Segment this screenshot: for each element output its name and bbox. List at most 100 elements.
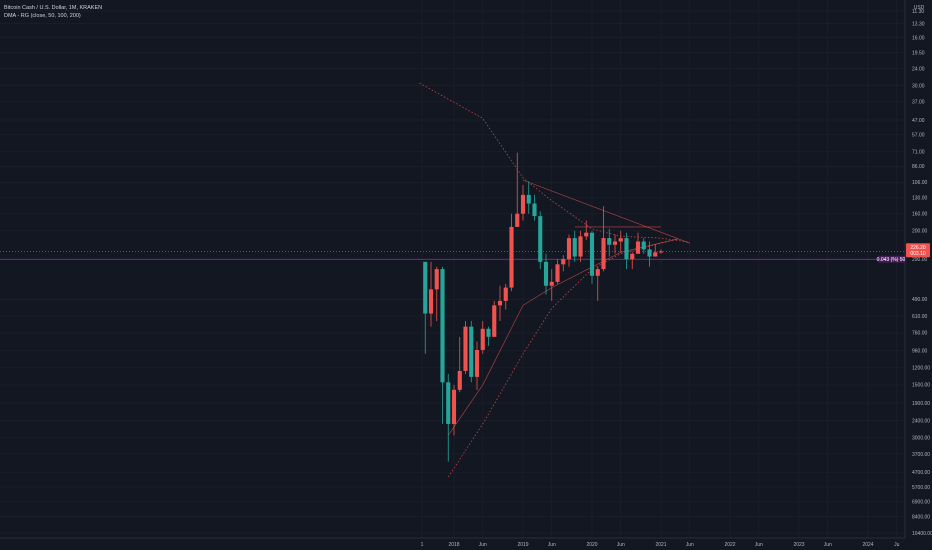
time-tick-label: Jun bbox=[755, 542, 763, 548]
price-tick-label: 760.00 bbox=[912, 331, 928, 337]
price-tick-label: 3000.00 bbox=[912, 436, 930, 442]
time-tick-label: 2024 bbox=[862, 542, 873, 548]
time-tick-label: Jun bbox=[617, 542, 625, 548]
price-tick-label: 47.00 bbox=[912, 118, 925, 124]
candle-body bbox=[474, 349, 480, 377]
trendline-upper-wedge bbox=[522, 179, 690, 244]
candle-body bbox=[480, 328, 485, 350]
price-tick-label: 71.00 bbox=[912, 149, 925, 155]
candle-body bbox=[572, 238, 577, 257]
candle-body bbox=[624, 238, 629, 260]
candle-body bbox=[653, 252, 658, 257]
candle-body bbox=[601, 238, 606, 270]
price-tick-label: 19.50 bbox=[912, 51, 925, 57]
price-tick-label: 57.00 bbox=[912, 133, 925, 139]
currency-label: USD bbox=[914, 5, 925, 11]
trendline-lower-wedge bbox=[448, 238, 679, 436]
time-tick-label: Ju bbox=[894, 542, 900, 548]
indicator-badge bbox=[878, 255, 905, 263]
price-badge bbox=[906, 249, 930, 258]
indicator-badge-label: 0.043 (%) 50 bbox=[877, 257, 906, 263]
candle-body bbox=[578, 236, 583, 257]
price-badge-label: 003.10 bbox=[910, 251, 926, 257]
time-tick-label: 1 bbox=[421, 542, 424, 548]
price-tick-label: 2400.00 bbox=[912, 419, 930, 425]
candle-body bbox=[423, 261, 428, 314]
price-tick-label: 86.00 bbox=[912, 164, 925, 170]
candle-body bbox=[434, 269, 439, 290]
candle-body bbox=[566, 238, 572, 260]
price-tick-label: 960.00 bbox=[912, 349, 928, 355]
indicator-label: DMA - RG (close, 50, 100, 200) bbox=[4, 13, 81, 19]
time-tick-label: Jun bbox=[686, 542, 694, 548]
price-tick-label: 16.00 bbox=[912, 35, 925, 41]
candle-body bbox=[457, 370, 462, 390]
candle-body bbox=[503, 287, 508, 301]
price-tick-label: 200.00 bbox=[912, 229, 928, 235]
price-tick-label: 10400.00 bbox=[912, 531, 932, 537]
candle-body bbox=[561, 259, 566, 265]
time-tick-label: 2022 bbox=[724, 542, 735, 548]
price-tick-label: 1200.00 bbox=[912, 366, 930, 372]
price-tick-label: 160.00 bbox=[912, 212, 928, 218]
price-tick-label: 13.30 bbox=[912, 21, 925, 27]
candle-body bbox=[469, 326, 474, 377]
candle-body bbox=[589, 232, 595, 276]
price-tick-label: 4700.00 bbox=[912, 470, 930, 476]
candle-body bbox=[451, 389, 457, 424]
price-tick-label: 5700.00 bbox=[912, 485, 930, 491]
price-tick-label: 3700.00 bbox=[912, 452, 930, 458]
candle-body bbox=[555, 264, 560, 282]
trendline-upper-curve bbox=[419, 82, 690, 243]
candle-body bbox=[607, 238, 612, 245]
candle-body bbox=[549, 281, 554, 286]
candle-body bbox=[538, 216, 543, 262]
time-tick-label: 2018 bbox=[448, 542, 459, 548]
price-tick-label: 1900.00 bbox=[912, 401, 930, 407]
price-tick-label: 37.00 bbox=[912, 100, 925, 106]
price-tick-label: 610.00 bbox=[912, 314, 928, 320]
candle-body bbox=[486, 328, 491, 337]
candle-body bbox=[520, 194, 526, 214]
candle-body bbox=[641, 241, 646, 250]
candle-body bbox=[463, 326, 468, 371]
candle-body bbox=[584, 232, 589, 237]
price-tick-label: 490.00 bbox=[912, 297, 928, 303]
price-tick-label: 8400.00 bbox=[912, 514, 930, 520]
price-tick-label: 6900.00 bbox=[912, 499, 930, 505]
candle-body bbox=[658, 251, 664, 253]
candle-body bbox=[595, 269, 600, 276]
time-tick-label: 2019 bbox=[517, 542, 528, 548]
symbol-title: Bitcoin Cash / U.S. Dollar, 1M, KRAKEN bbox=[4, 5, 103, 11]
price-tick-label: 30.00 bbox=[912, 84, 925, 90]
candle-body bbox=[509, 226, 514, 288]
time-tick-label: 2020 bbox=[586, 542, 597, 548]
candle-body bbox=[612, 241, 618, 245]
price-tick-label: 290.00 bbox=[912, 257, 928, 263]
candle-body bbox=[618, 238, 623, 242]
time-tick-label: Jun bbox=[479, 542, 487, 548]
candle-body bbox=[630, 253, 635, 260]
candle-body bbox=[532, 203, 537, 217]
candle-body bbox=[428, 289, 434, 314]
time-tick-label: 2021 bbox=[655, 542, 666, 548]
candle-body bbox=[497, 300, 503, 306]
candle-body bbox=[635, 241, 641, 254]
price-tick-label: 24.00 bbox=[912, 66, 925, 72]
candle-body bbox=[440, 269, 445, 383]
candle-body bbox=[515, 213, 520, 227]
chart-legend: Bitcoin Cash / U.S. Dollar, 1M, KRAKEN D… bbox=[4, 4, 102, 20]
time-tick-label: 2023 bbox=[793, 542, 804, 548]
price-badge-label: 226.20 bbox=[910, 245, 926, 251]
candle-body bbox=[446, 382, 451, 424]
price-tick-label: 11.30 bbox=[912, 9, 924, 15]
price-tick-label: 106.00 bbox=[912, 180, 928, 186]
candle-body bbox=[647, 249, 652, 257]
candle-body bbox=[543, 261, 549, 286]
time-tick-label: Jun bbox=[548, 542, 556, 548]
price-tick-label: 130.00 bbox=[912, 196, 928, 202]
candle-body bbox=[526, 194, 531, 204]
candle-body bbox=[492, 305, 497, 337]
